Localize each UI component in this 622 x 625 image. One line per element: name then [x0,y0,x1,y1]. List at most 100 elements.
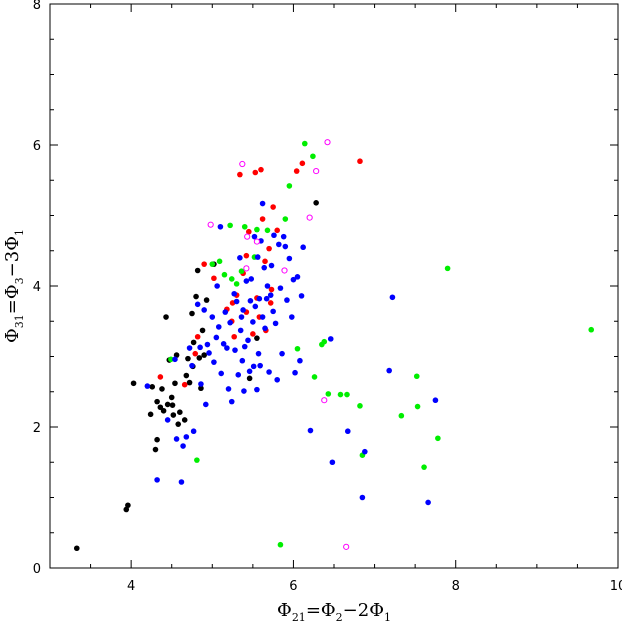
data-point-black [199,327,206,334]
data-point-red [252,169,259,176]
data-point-red [262,258,268,265]
data-point-blue [277,285,284,291]
data-point-green [414,403,421,410]
data-point-black [172,380,178,387]
data-point-blue [300,244,306,251]
data-point-green [264,227,271,234]
data-point-blue [280,233,287,240]
data-point-red [194,333,201,340]
data-point-blue [233,298,240,305]
y-axis-label: Φ31=Φ3−3Φ1 [2,229,26,343]
x-axis-label: Φ21=Φ2−2Φ1 [277,600,391,624]
data-point-blue [386,367,392,374]
data-point-blue [362,448,368,455]
data-point-black [73,545,80,552]
data-point-blue [259,314,266,320]
data-point-blue [144,383,151,389]
data-point-blue [238,314,245,320]
data-point-black [163,314,169,320]
data-point-blue [194,301,201,308]
data-point-blue [246,368,253,375]
data-point-blue [218,370,225,377]
data-point-black [168,394,175,401]
data-point-blue [292,369,298,376]
data-point-black [189,310,195,317]
data-point-red [192,350,199,357]
data-point-green [241,223,248,230]
data-point-blue [286,255,293,262]
data-point-blue [257,362,263,369]
data-point-green [228,276,235,282]
data-point-blue [290,276,297,283]
data-point-magenta [239,160,246,168]
data-point-green [282,216,289,222]
data-point-black [154,436,160,443]
data-point-green [221,271,228,278]
data-point-blue [263,295,270,302]
data-point-red [266,245,272,252]
data-point-blue [237,327,244,334]
data-point-blue [254,386,260,393]
data-point-blue [271,232,277,239]
data-point-blue [214,283,220,289]
data-point-black [181,417,188,423]
data-point-magenta [244,233,251,240]
data-point-green [254,226,260,233]
data-point-red [299,160,306,167]
data-point-blue [252,303,259,310]
data-point-blue [245,337,251,344]
data-point-black [154,398,160,405]
data-point-red [250,331,256,337]
data-point-blue [274,376,281,383]
data-point-blue [201,307,207,313]
data-point-magenta [253,238,261,245]
data-point-black [190,339,197,346]
data-point-red [237,171,243,178]
data-point-black [203,297,210,303]
data-point-green [277,541,284,548]
data-point-black [183,372,190,379]
data-point-red [231,333,237,340]
data-point-blue [256,295,263,302]
x-tick-label: 6 [289,579,297,594]
data-point-green [216,258,223,265]
data-point-black [177,409,183,415]
data-point-blue [190,428,197,435]
x-tick-label: 8 [452,579,460,594]
data-point-black [313,200,319,206]
data-point-blue [359,494,366,501]
data-point-green [413,373,420,380]
data-point-black [254,335,260,341]
data-point-black [194,267,201,274]
data-point-green [301,140,308,147]
data-point-blue [250,319,256,325]
data-point-blue [270,308,276,315]
data-point-red [357,158,363,165]
data-point-black [201,352,207,358]
data-point-blue [164,417,171,423]
data-point-red [270,204,276,210]
data-point-black [125,502,131,509]
data-point-red [268,286,275,293]
data-point-red [274,227,281,234]
data-point-green [357,403,363,409]
data-point-green [294,345,301,352]
data-point-blue [251,233,258,240]
data-point-blue [217,223,224,230]
data-point-blue [250,363,257,370]
data-point-blue [180,443,186,449]
data-point-green [444,265,451,272]
data-point-blue [264,283,271,289]
data-point-blue [220,341,227,347]
data-point-magenta [207,221,214,228]
ticks-layer: 4 6 8 10 0 2 4 6 8 [33,0,622,594]
data-point-green [168,356,174,363]
data-point-blue [231,290,237,297]
data-point-magenta [313,167,320,175]
data-point-blue [241,343,248,350]
data-point-green [233,281,240,287]
data-point-black [185,355,191,362]
data-point-red [258,166,264,173]
